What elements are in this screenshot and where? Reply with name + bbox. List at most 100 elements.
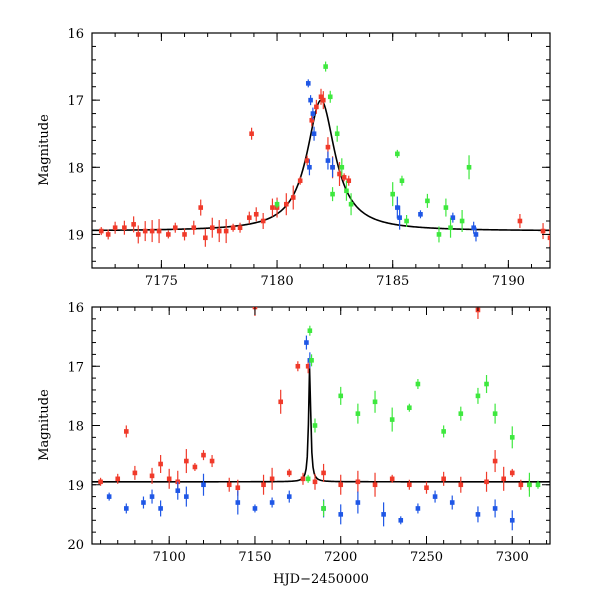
bottom-red-point xyxy=(300,476,306,482)
top-y-tick-label: 17 xyxy=(67,94,84,109)
bottom-blue-point xyxy=(175,488,181,493)
bottom-y-axis-title: Magnitude xyxy=(37,389,52,461)
bottom-x-tick-label: 7100 xyxy=(153,550,186,565)
bottom-y-tick-label: 19 xyxy=(67,479,84,494)
top-green-point xyxy=(448,225,453,231)
top-red-point xyxy=(98,228,104,234)
bottom-red-point xyxy=(458,482,464,488)
bottom-red-point xyxy=(149,473,155,479)
bottom-blue-point xyxy=(106,494,112,499)
bottom-green-point xyxy=(372,399,378,405)
bottom-blue-point xyxy=(509,518,515,523)
top-red-point xyxy=(270,205,275,210)
bottom-panel: 7100 7150 7200 7250 7300 16 17 18 19 20 Magnitude… xyxy=(37,301,551,587)
top-red-point xyxy=(346,178,352,184)
top-blue-point xyxy=(471,225,476,231)
bottom-blue-point xyxy=(398,518,404,523)
bottom-green-point xyxy=(509,435,515,440)
bottom-green-point xyxy=(309,358,314,363)
top-blue-point xyxy=(473,232,479,237)
top-red-point xyxy=(156,228,162,234)
bottom-green-point xyxy=(527,482,532,488)
top-blue-point xyxy=(325,158,331,163)
bottom-red-point xyxy=(158,461,163,467)
bottom-blue-point xyxy=(201,482,206,488)
top-red-point xyxy=(249,131,254,137)
bottom-blue-point xyxy=(432,494,438,499)
top-green-point xyxy=(443,205,449,210)
top-red-point xyxy=(337,171,342,177)
bottom-red-point xyxy=(209,458,215,464)
top-green-point xyxy=(348,201,354,207)
bottom-plot-area xyxy=(92,307,550,531)
top-blue-point xyxy=(397,215,402,220)
top-red-point xyxy=(142,228,148,234)
top-red-point xyxy=(290,195,296,200)
bottom-red-point xyxy=(518,482,524,488)
top-red-point xyxy=(135,232,141,237)
bottom-blue-point xyxy=(381,512,386,517)
bottom-green-point xyxy=(535,482,541,488)
bottom-green-point xyxy=(415,381,421,387)
top-blue-point xyxy=(305,81,311,86)
top-y-tick-label: 18 xyxy=(67,161,84,176)
top-red-point xyxy=(246,215,252,220)
bottom-green-point xyxy=(305,476,311,482)
top-green-point xyxy=(323,64,328,69)
top-x-tick-label: 7185 xyxy=(376,274,409,289)
top-green-point xyxy=(459,218,465,224)
top-red-point xyxy=(297,178,303,184)
bottom-red-point xyxy=(124,429,129,434)
bottom-green-point xyxy=(312,423,318,428)
bottom-green-point xyxy=(484,381,489,387)
top-red-point xyxy=(325,144,331,150)
top-x-tick-label: 7175 xyxy=(145,274,178,289)
top-plot-area xyxy=(92,61,550,247)
bottom-x-tick-label: 7300 xyxy=(496,550,529,565)
top-green-point xyxy=(330,191,335,197)
top-green-point xyxy=(404,218,409,224)
top-axes: 7175 7180 7185 7190 16 17 18 19 xyxy=(67,27,550,289)
bottom-blue-point xyxy=(338,512,344,517)
bottom-blue-point xyxy=(449,500,455,505)
top-blue-point xyxy=(310,111,316,116)
top-plot-frame xyxy=(91,32,551,269)
top-red-point xyxy=(105,232,111,237)
top-red-point xyxy=(223,228,229,234)
top-x-tick-label: 7190 xyxy=(492,274,525,289)
bottom-x-axis-title: HJD−2450000 xyxy=(273,572,369,587)
bottom-green-point xyxy=(407,405,412,411)
bottom-red-point xyxy=(166,476,172,482)
top-blue-point xyxy=(330,164,335,170)
bottom-red-point xyxy=(184,458,189,464)
bottom-blue-point xyxy=(184,494,189,499)
bottom-blue-point xyxy=(252,506,258,511)
bottom-red-point xyxy=(338,482,344,488)
bottom-x-tick-label: 7150 xyxy=(238,550,271,565)
top-red-point xyxy=(309,117,315,123)
bottom-blue-point xyxy=(286,494,292,499)
top-green-point xyxy=(339,164,345,170)
top-red-point xyxy=(517,218,523,224)
top-green-point xyxy=(390,191,396,197)
bottom-red-point xyxy=(226,482,232,488)
bottom-red-point xyxy=(115,476,121,482)
top-green-point xyxy=(425,198,430,204)
top-blue-point xyxy=(307,164,312,170)
bottom-red-point xyxy=(407,482,412,488)
bottom-red-point xyxy=(305,363,311,369)
top-red-point xyxy=(216,228,222,234)
bottom-blue-point xyxy=(158,506,163,511)
top-red-point xyxy=(203,235,208,241)
bottom-red-point xyxy=(269,476,275,482)
top-green-point xyxy=(395,151,400,157)
top-red-point xyxy=(540,228,546,234)
bottom-green-point xyxy=(492,411,498,416)
top-panel: 7175 7180 7185 7190 16 17 18 19 Magnitude xyxy=(37,27,551,289)
top-blue-point xyxy=(418,211,423,217)
top-red-point xyxy=(209,225,215,231)
top-red-point xyxy=(198,205,204,210)
top-y-tick-label: 16 xyxy=(67,27,84,42)
bottom-red-point xyxy=(355,479,361,485)
top-red-point xyxy=(318,94,324,100)
